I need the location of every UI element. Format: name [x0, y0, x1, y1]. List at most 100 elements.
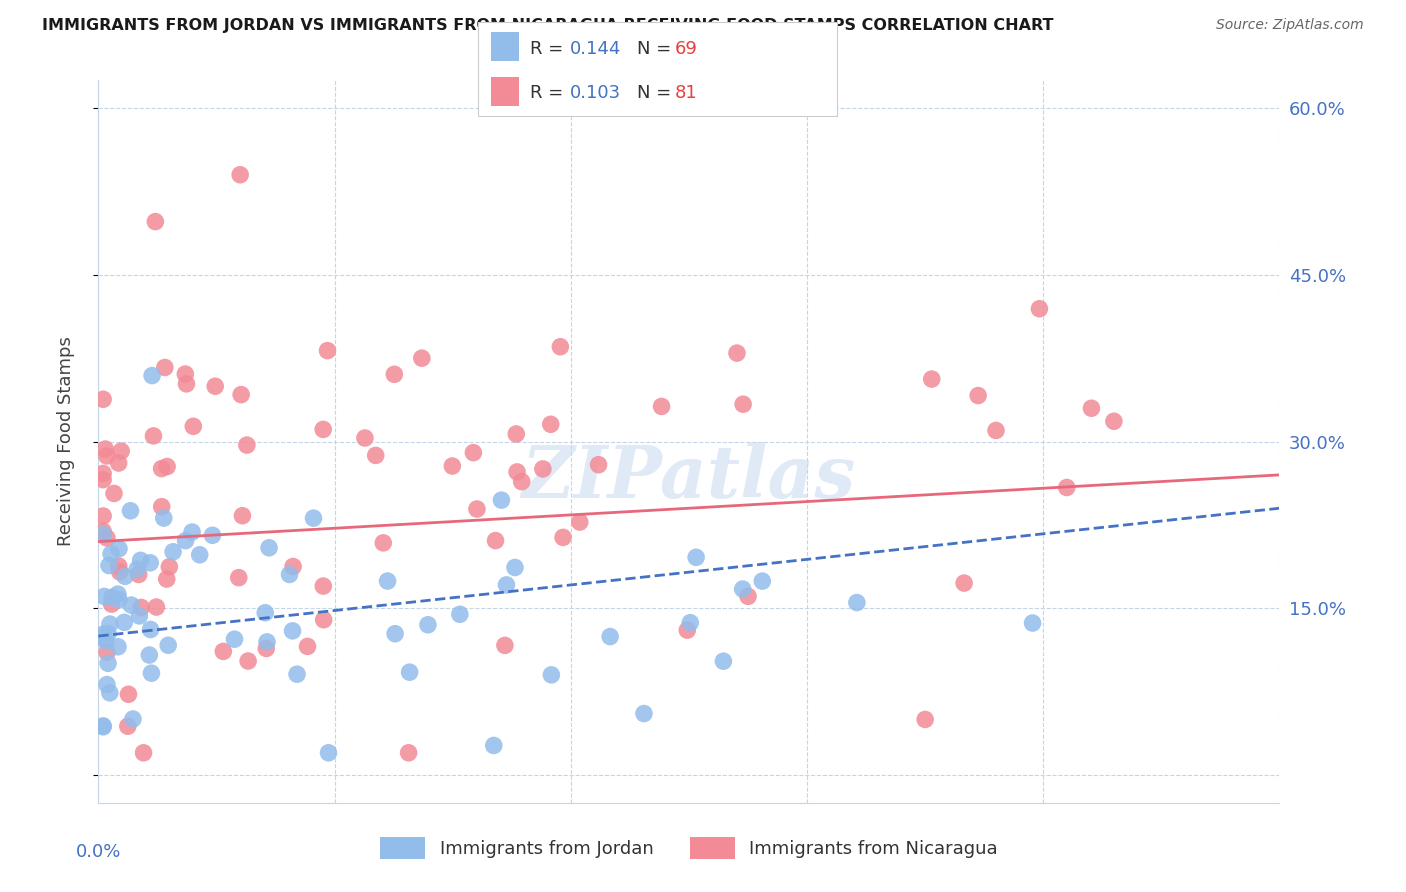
Point — [128, 608, 150, 623]
Point — [107, 640, 129, 654]
Point — [256, 635, 278, 649]
Point — [257, 541, 280, 555]
Point — [117, 687, 139, 701]
Point — [737, 590, 759, 604]
Text: 69: 69 — [675, 39, 697, 57]
Point — [505, 426, 527, 441]
Point — [398, 746, 420, 760]
Point — [510, 475, 533, 489]
Point — [751, 574, 773, 588]
Point — [254, 606, 277, 620]
Point — [416, 617, 439, 632]
Point — [91, 719, 114, 733]
Point — [224, 632, 246, 647]
Point — [96, 677, 118, 691]
Point — [921, 372, 943, 386]
Point — [143, 214, 166, 228]
Point — [967, 388, 990, 402]
Point — [181, 524, 204, 539]
Point — [97, 626, 120, 640]
Point — [162, 545, 184, 559]
Point — [540, 417, 562, 432]
Point — [285, 667, 308, 681]
Point — [229, 168, 252, 182]
Point — [100, 547, 122, 561]
Point — [120, 598, 142, 612]
Point — [139, 556, 162, 570]
Point — [138, 648, 160, 662]
Point — [506, 465, 529, 479]
Point — [98, 686, 121, 700]
Point — [382, 368, 405, 382]
Point — [1028, 301, 1050, 316]
Text: R =: R = — [530, 84, 569, 102]
Text: ZIPatlas: ZIPatlas — [522, 442, 856, 513]
Point — [441, 458, 464, 473]
Point — [142, 429, 165, 443]
Point — [122, 712, 145, 726]
Point — [141, 368, 163, 383]
Point — [281, 624, 304, 638]
Point — [231, 387, 253, 401]
Point — [463, 445, 485, 459]
Point — [157, 559, 180, 574]
Point — [550, 340, 572, 354]
Point — [97, 657, 120, 671]
Text: 0.103: 0.103 — [569, 84, 620, 102]
Point — [156, 459, 179, 474]
Point — [411, 351, 433, 366]
Point — [503, 560, 526, 574]
Point — [318, 746, 340, 760]
Point — [231, 508, 253, 523]
Point — [93, 590, 115, 604]
Point — [1080, 401, 1102, 416]
Point — [465, 502, 488, 516]
Point — [174, 367, 197, 381]
Point — [679, 615, 702, 630]
Point — [568, 515, 591, 529]
Point — [845, 596, 868, 610]
Point — [98, 558, 121, 573]
Point — [91, 720, 114, 734]
Point — [364, 449, 387, 463]
Point — [316, 343, 339, 358]
Point — [384, 626, 406, 640]
Point — [176, 376, 198, 391]
Text: Source: ZipAtlas.com: Source: ZipAtlas.com — [1216, 18, 1364, 32]
Point — [551, 530, 574, 544]
Point — [117, 719, 139, 733]
Point — [599, 630, 621, 644]
Point — [281, 559, 304, 574]
Point — [110, 444, 132, 458]
Point — [494, 639, 516, 653]
Point — [96, 645, 118, 659]
Point — [676, 623, 699, 637]
Point — [103, 486, 125, 500]
Point — [132, 746, 155, 760]
Point — [312, 579, 335, 593]
Point — [156, 572, 179, 586]
Point — [588, 458, 610, 472]
Point — [354, 431, 377, 445]
Text: 0.144: 0.144 — [569, 39, 621, 57]
Point — [112, 615, 135, 630]
Point — [731, 582, 754, 596]
Point — [1021, 615, 1043, 630]
Point — [94, 634, 117, 648]
Point — [228, 571, 250, 585]
Point — [96, 449, 118, 463]
Point — [98, 617, 121, 632]
Point — [91, 473, 114, 487]
Text: N =: N = — [637, 84, 676, 102]
Point — [94, 442, 117, 456]
Point — [100, 597, 122, 611]
Point — [129, 600, 152, 615]
Point — [107, 559, 129, 574]
Point — [91, 508, 114, 523]
Point — [181, 419, 204, 434]
Point — [108, 565, 131, 579]
Point — [204, 379, 226, 393]
Point — [141, 666, 163, 681]
Point — [114, 569, 136, 583]
Point — [984, 424, 1007, 438]
